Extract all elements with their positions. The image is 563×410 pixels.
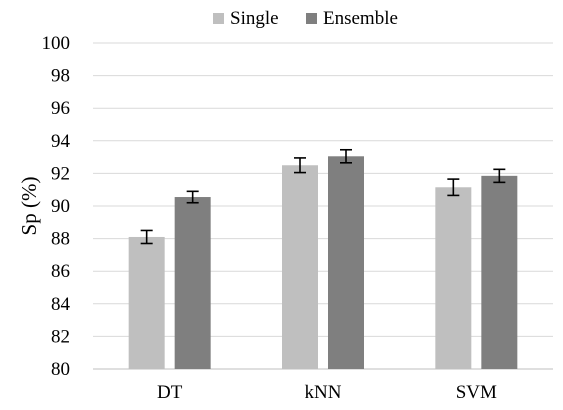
bar-single-svm — [435, 187, 472, 369]
bars — [128, 156, 518, 369]
y-tick-label: 90 — [51, 196, 70, 217]
gridlines — [93, 42, 553, 370]
y-tick-label: 88 — [51, 229, 70, 250]
y-tick-label: 92 — [51, 163, 70, 184]
y-tick-label: 80 — [51, 359, 70, 380]
legend-item-single: Single — [213, 8, 279, 29]
bar-ensemble-svm — [481, 175, 518, 369]
bar-single-dt — [128, 236, 165, 369]
y-axis-title: Sp (%) — [17, 177, 41, 236]
y-axis-ticks: 80 82 84 86 88 90 92 94 96 98 100 — [42, 33, 71, 380]
error-bar-single-dt — [140, 229, 153, 245]
y-tick-label: 82 — [51, 326, 70, 347]
y-tick-label: 100 — [42, 33, 71, 54]
y-tick-label: 86 — [51, 261, 70, 282]
x-category-label: SVM — [456, 382, 497, 403]
legend: Single Ensemble — [213, 8, 398, 29]
legend-label: Single — [230, 8, 279, 29]
error-bar-ensemble-dt — [186, 190, 199, 204]
legend-label: Ensemble — [323, 8, 398, 29]
error-bar-ensemble-svm — [493, 168, 506, 184]
error-bars — [140, 148, 506, 245]
bar-single-knn — [282, 165, 318, 369]
bar-ensemble-dt — [174, 197, 211, 369]
y-tick-label: 84 — [51, 294, 71, 315]
error-bar-ensemble-knn — [340, 148, 352, 164]
x-category-label: DT — [157, 382, 183, 403]
legend-swatch — [306, 13, 317, 24]
y-tick-label: 96 — [51, 98, 70, 119]
legend-item-ensemble: Ensemble — [306, 8, 398, 29]
y-tick-label: 98 — [51, 66, 70, 87]
y-tick-label: 94 — [51, 131, 71, 152]
bar-ensemble-knn — [328, 156, 364, 369]
error-bar-single-knn — [294, 157, 306, 174]
legend-swatch — [213, 13, 224, 24]
x-axis-labels: DT kNN SVM — [157, 382, 497, 403]
x-category-label: kNN — [305, 382, 342, 403]
error-bar-single-svm — [447, 178, 460, 197]
